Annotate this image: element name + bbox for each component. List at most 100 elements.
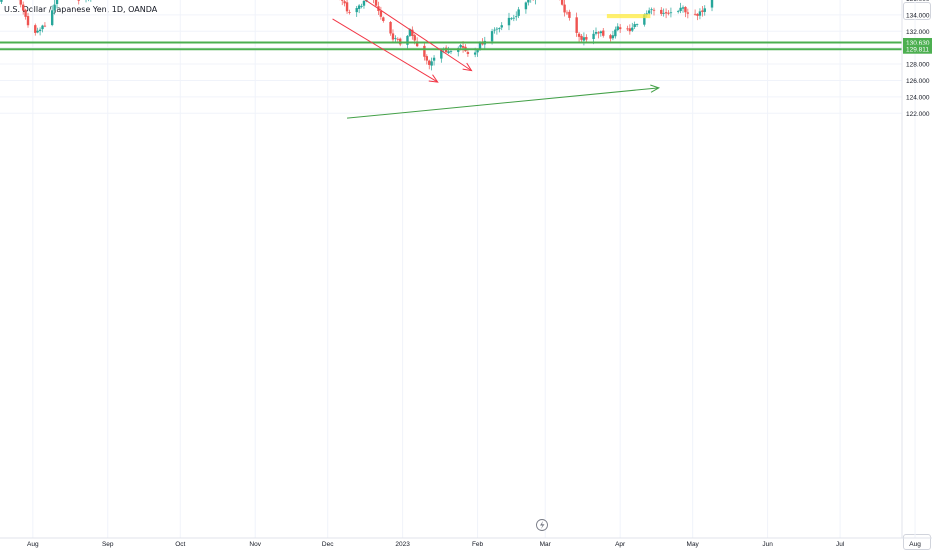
- candle-body: [500, 25, 503, 28]
- candle-body: [580, 35, 583, 40]
- price-tick-label: 128.000: [906, 62, 930, 69]
- candle-body: [577, 33, 581, 37]
- candle-body: [341, 0, 344, 1]
- level-price-label: 130.630: [906, 40, 930, 47]
- candle-body: [517, 9, 520, 16]
- time-tick-label: Oct: [175, 541, 185, 548]
- candle-body: [703, 8, 706, 12]
- time-tick-label: Sep: [102, 541, 114, 548]
- candle-body: [701, 10, 704, 12]
- candle-body: [565, 12, 569, 14]
- chart-title: U.S. Dollar / Japanese Yen, 1D, OANDA: [4, 5, 158, 14]
- candle-body: [560, 0, 564, 5]
- candle-body: [575, 17, 578, 33]
- candle-body: [684, 6, 687, 13]
- down-trend-arrow-1: [332, 18, 438, 83]
- candle-body: [476, 49, 479, 53]
- candle-body: [652, 9, 656, 11]
- time-tick-label: 2023: [395, 541, 410, 548]
- trend-drawings[interactable]: [285, 0, 905, 119]
- time-tick-label: Jun: [762, 541, 773, 548]
- candlestick-series: [0, 0, 714, 71]
- candle-body: [563, 4, 566, 13]
- candle-body: [459, 44, 462, 48]
- candle-body: [524, 2, 528, 10]
- candle-body: [408, 29, 412, 36]
- down-trend-arrow-0-head: [462, 62, 473, 72]
- candle-body: [667, 12, 670, 14]
- candle-body: [357, 5, 361, 9]
- candle-body: [592, 33, 595, 40]
- candle-body: [343, 1, 346, 4]
- time-tick-label: Aug: [909, 541, 921, 548]
- candle-body: [527, 0, 530, 3]
- candle-body: [664, 12, 668, 14]
- candle-body: [631, 27, 634, 31]
- candle-body: [633, 24, 636, 28]
- candle-body: [432, 57, 436, 61]
- candle-body: [43, 25, 47, 27]
- candle-body: [440, 49, 443, 59]
- candle-body: [41, 25, 44, 30]
- candle-body: [512, 17, 516, 19]
- candle-body: [609, 35, 612, 39]
- candle-body: [679, 7, 682, 12]
- candle-body: [676, 10, 680, 12]
- time-tick-label: Jul: [836, 541, 845, 548]
- price-tick-label: 124.000: [906, 94, 930, 101]
- candle-body: [50, 10, 54, 26]
- chart-settings-button[interactable]: [903, 2, 931, 20]
- candle-body: [449, 51, 453, 53]
- horizontal-levels[interactable]: [0, 0, 902, 51]
- candle-body: [26, 16, 30, 26]
- candle-body: [478, 43, 482, 50]
- candle-body: [686, 12, 690, 14]
- candle-body: [428, 60, 431, 65]
- candle-body: [345, 2, 349, 12]
- time-axis[interactable]: Aug Sep Oct Nov Dec 2023 Feb Mar Apr May Jun Jul Aug…: [27, 541, 932, 548]
- candle-body: [693, 13, 697, 15]
- candle-body: [394, 38, 397, 39]
- candle-body: [510, 18, 513, 20]
- price-axis[interactable]: 122.000124.000126.000128.000130.000132.0…: [906, 0, 930, 118]
- candle-body: [55, 0, 59, 4]
- price-tick-label: 126.000: [906, 78, 930, 85]
- candle-body: [374, 0, 378, 6]
- level-price-label: 129.811: [906, 47, 929, 54]
- candle-body: [34, 25, 37, 33]
- candle-body: [647, 10, 651, 14]
- candle-body: [568, 11, 571, 18]
- candle-body: [53, 4, 56, 11]
- candle-body: [473, 52, 477, 55]
- price-tick-label: 132.000: [906, 29, 930, 36]
- candle-body: [635, 24, 639, 26]
- up-trend-arrow-3: [347, 87, 659, 119]
- candle-body: [611, 35, 615, 39]
- candle-body: [406, 35, 409, 45]
- candle-body: [628, 28, 632, 32]
- candle-body: [507, 17, 511, 26]
- flash-icon[interactable]: [536, 519, 548, 531]
- price-tick-label: 134.000: [906, 12, 930, 19]
- candle-body: [447, 51, 450, 54]
- candle-body: [696, 13, 699, 16]
- candle-body: [413, 35, 416, 41]
- candle-body: [669, 12, 673, 14]
- candle-body: [660, 9, 663, 14]
- highlight-box: [606, 14, 651, 19]
- candle-body: [379, 10, 383, 17]
- candle-body: [423, 45, 426, 57]
- time-tick-label: Mar: [540, 541, 552, 548]
- candle-body: [495, 28, 499, 30]
- down-trend-arrow-0: [364, 0, 472, 72]
- time-tick-label: Aug: [27, 541, 39, 548]
- candle-body: [602, 30, 605, 36]
- level-price-tag: [903, 44, 932, 54]
- candle-body: [626, 28, 629, 30]
- candle-body: [498, 28, 501, 30]
- candle-body: [599, 31, 603, 34]
- candle-body: [698, 11, 702, 16]
- candle-body: [582, 37, 586, 41]
